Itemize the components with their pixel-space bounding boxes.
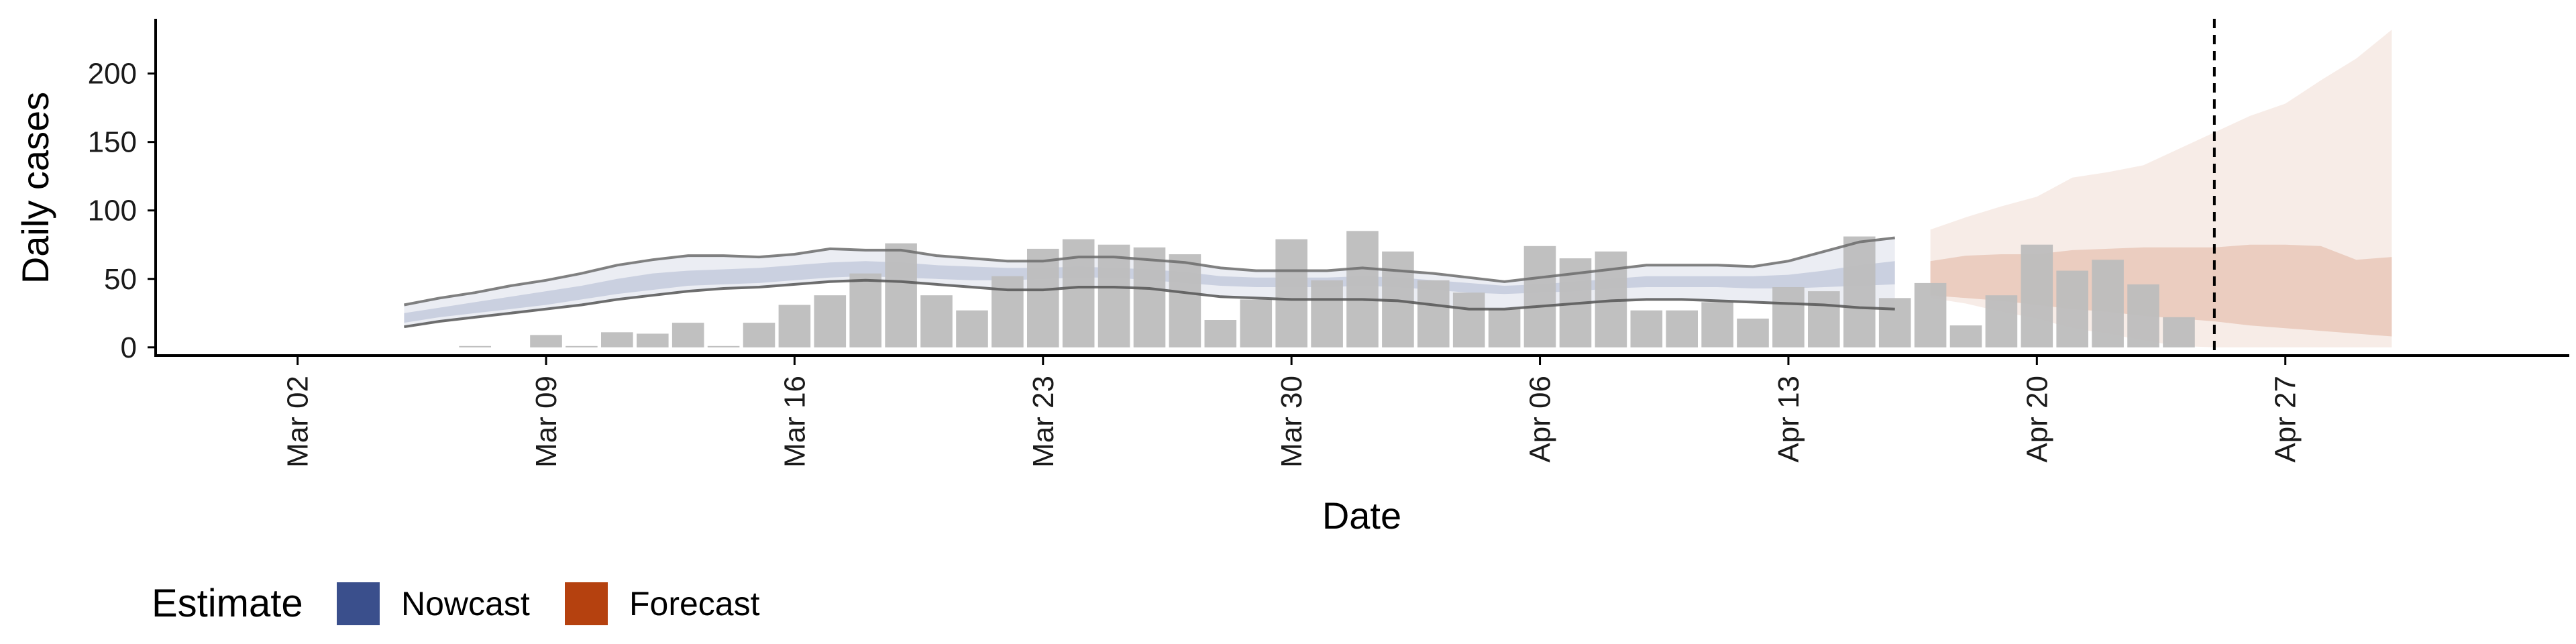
case-bar	[637, 333, 669, 347]
nowcast-inner-band	[404, 261, 1895, 323]
x-tick-label: Apr 13	[1772, 376, 1805, 463]
case-bar	[1808, 291, 1840, 347]
x-ticks: Mar 02 Mar 09 Mar 16 Mar 23 Mar 30 Apr 06 Apr …	[282, 356, 2302, 468]
axes	[154, 19, 2569, 357]
x-tick-label: Mar 02	[282, 376, 315, 468]
legend-key-forecast	[565, 582, 608, 625]
case-bar	[707, 345, 740, 347]
case-bar	[1488, 309, 1521, 347]
legend-title: Estimate	[152, 582, 303, 625]
x-tick-label: Mar 23	[1027, 376, 1060, 468]
nowcast-lower-line	[404, 278, 1895, 329]
case-bar	[956, 310, 988, 347]
x-tick-label: Mar 30	[1275, 376, 1308, 468]
case-bar	[1062, 239, 1095, 347]
case-bar	[1275, 239, 1307, 347]
case-bar	[1737, 318, 1769, 347]
case-bar	[743, 323, 775, 347]
x-tick-label: Apr 20	[2021, 376, 2053, 463]
case-bar	[530, 335, 562, 347]
case-bar	[991, 276, 1024, 347]
y-tick-label: 100	[88, 195, 137, 227]
case-bar	[1914, 282, 1947, 347]
case-bar	[672, 323, 704, 347]
x-tick-label: Mar 09	[530, 376, 563, 468]
legend-label-forecast: Forecast	[629, 585, 760, 623]
case-bar	[814, 295, 847, 347]
legend-label-nowcast: Nowcast	[401, 585, 530, 623]
case-bar	[1701, 302, 1733, 347]
case-bar	[1843, 236, 1876, 347]
nowcast-upper-line	[404, 236, 1895, 307]
x-tick-label: Apr 27	[2269, 376, 2302, 463]
case-bar	[1523, 246, 1556, 347]
case-bar	[1878, 298, 1911, 347]
x-axis-title: Date	[1322, 494, 1401, 537]
y-tick-label: 200	[88, 58, 137, 91]
case-bar	[1949, 325, 1982, 347]
legend-key-nowcast	[337, 582, 380, 625]
y-axis-title: Daily cases	[14, 92, 56, 284]
case-bar	[778, 305, 811, 347]
case-bar	[2163, 317, 2195, 347]
case-bar	[2021, 244, 2053, 347]
case-bar	[1133, 247, 1166, 347]
case-bar	[601, 332, 633, 347]
case-bar	[1240, 299, 1273, 347]
case-bar	[849, 273, 881, 347]
y-tick-label: 50	[104, 263, 137, 296]
case-bar	[2127, 284, 2159, 347]
case-bar	[1630, 310, 1663, 347]
case-bar	[1417, 280, 1450, 347]
y-tick-label: 150	[88, 126, 137, 159]
case-bar	[2092, 260, 2124, 347]
y-ticks: 0 50 100 150 200	[88, 58, 156, 364]
case-bar	[1097, 244, 1130, 347]
legend: Estimate Nowcast Forecast	[152, 582, 760, 625]
case-bar	[459, 345, 491, 347]
case-bar	[920, 295, 953, 347]
case-bar	[1452, 292, 1485, 347]
case-bar	[1311, 280, 1343, 347]
case-bar	[1772, 287, 1805, 347]
case-bar	[1169, 254, 1201, 347]
x-tick-label: Mar 16	[778, 376, 811, 468]
x-tick-label: Apr 06	[1524, 376, 1557, 463]
case-bar	[1346, 231, 1379, 347]
case-bar	[1204, 320, 1237, 347]
case-bar	[1027, 248, 1059, 347]
case-bar	[566, 345, 598, 347]
estimate-outline-lines	[404, 236, 1895, 329]
case-bar	[2056, 270, 2088, 347]
case-bar	[1666, 310, 1698, 347]
y-tick-label: 0	[121, 331, 137, 364]
case-bar	[885, 243, 917, 347]
case-bar	[1985, 295, 2018, 347]
